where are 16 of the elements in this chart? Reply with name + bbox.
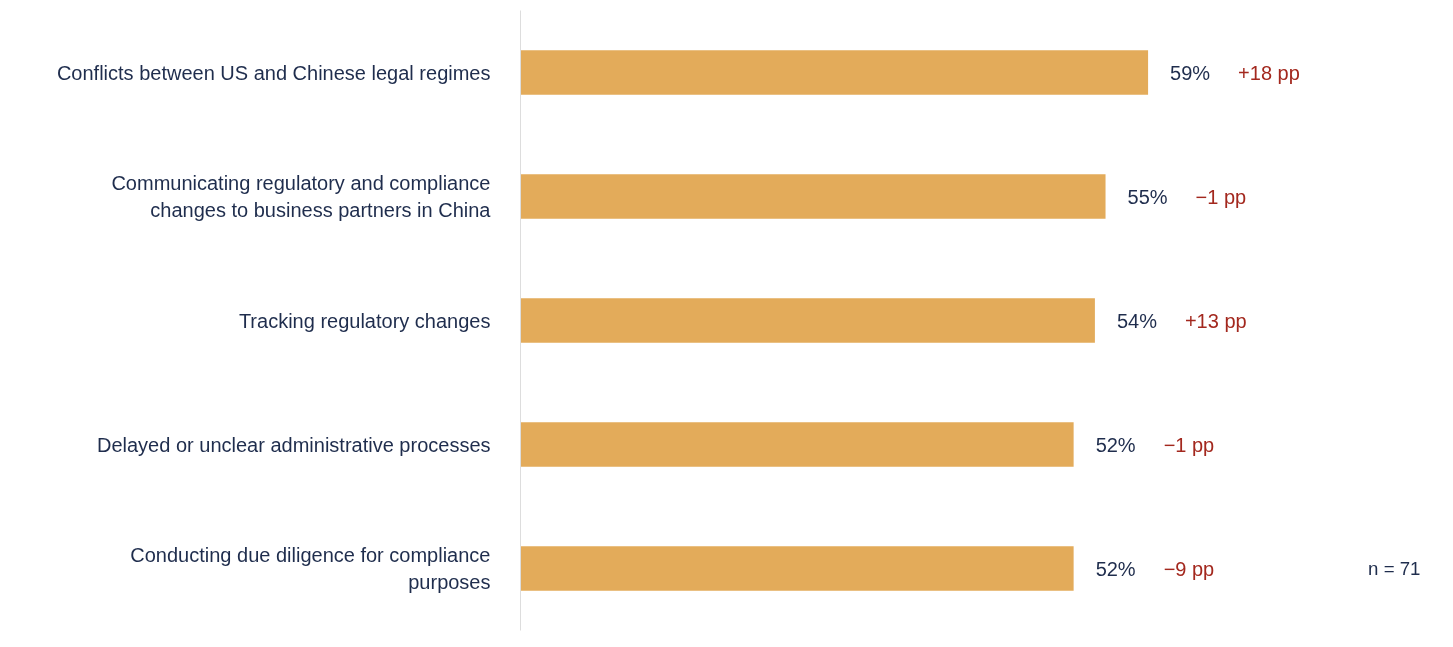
y-tick-label: Communicating regulatory and compliance changes to business partners in China (111, 172, 492, 221)
data-label: 52% (1095, 433, 1136, 456)
y-tick-label: Delayed or unclear administrative processes (96, 433, 491, 456)
text: +18 pp (1238, 61, 1300, 84)
data-label: 52% (1095, 557, 1136, 580)
text: −9 pp (1163, 557, 1215, 580)
y-tick-label: Tracking regulatory changes (238, 309, 491, 332)
text: −1 pp (1163, 433, 1215, 456)
data-label: 59% (1170, 61, 1211, 84)
text: −1 pp (1195, 185, 1247, 208)
text: n = 71 (1368, 558, 1421, 579)
data-label: 55% (1127, 185, 1168, 208)
y-tick-label: Conducting due diligence for compliance purposes (130, 544, 491, 593)
text: +13 pp (1184, 309, 1247, 332)
data-label: 54% (1116, 309, 1158, 332)
y-tick-label: Conflicts between US and Chinese legal regimes (56, 61, 491, 84)
